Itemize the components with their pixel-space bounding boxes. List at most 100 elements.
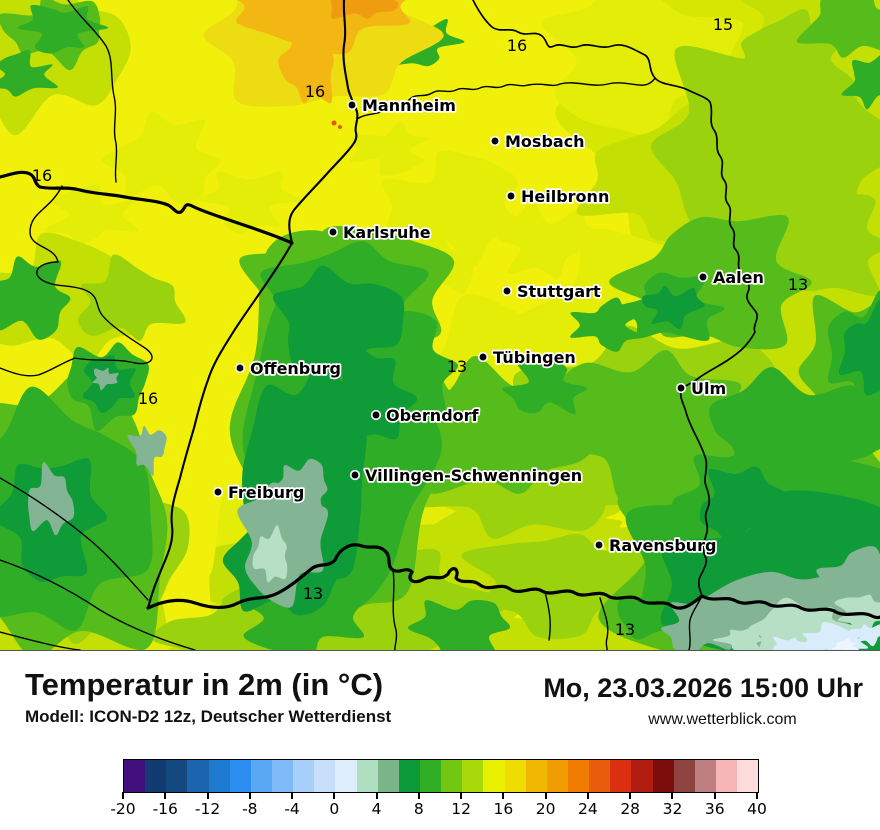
temp-region-paleYG: [381, 150, 524, 267]
temp-region-yellowGreen: [731, 193, 880, 297]
scale-tick-label: 36: [704, 800, 725, 818]
temp-region-darkGreen: [838, 299, 880, 396]
scale-tick: [460, 792, 463, 799]
temp-region-mint: [252, 525, 288, 583]
temp-region-orange: [330, 0, 399, 19]
temp-region-darkGreen: [699, 466, 794, 547]
temp-region-green: [407, 600, 511, 650]
city-marker-offenburg: Offenburg: [234, 357, 343, 379]
city-label: Freiburg: [228, 483, 304, 502]
scale-tick: [544, 792, 547, 799]
border-path: [0, 631, 81, 650]
temp-region-mint: [712, 626, 769, 650]
temp-region-green: [570, 297, 644, 352]
city-marker-oberndorf: Oberndorf: [370, 404, 481, 426]
color-scale-segment: [737, 760, 759, 792]
color-scale-bar: [123, 759, 759, 793]
city-dot: [593, 539, 605, 551]
hot-speck: [331, 120, 337, 126]
temp-region-darkGreen: [322, 347, 418, 443]
border-path: [0, 170, 294, 245]
color-scale-segment: [462, 760, 484, 792]
temperature-value-labels: 16 16 15 16 13 13 16 13 13: [32, 15, 808, 639]
scale-tick: [756, 792, 758, 799]
color-scale-segment: [314, 760, 336, 792]
city-label: Aalen: [713, 268, 764, 287]
scale-tick-label: 24: [578, 800, 598, 818]
color-scale-segment: [250, 760, 272, 792]
region-temp-label: 16: [138, 389, 158, 408]
temp-region-paleYG: [541, 0, 743, 138]
region-temp-label: 16: [305, 82, 325, 101]
city-marker-stuttgart: Stuttgart: [501, 280, 603, 302]
city-dot: [370, 409, 382, 421]
border-path: [356, 77, 656, 120]
city-markers: Mannheim Mosbach Heilbronn Karlsruhe Stuttga…: [212, 94, 766, 556]
city-dot: [697, 271, 709, 283]
color-scale-segment: [504, 760, 526, 792]
city-dot: [505, 190, 517, 202]
hot-speck: [338, 125, 342, 129]
city-dot: [234, 362, 246, 374]
color-scale-segment: [335, 760, 357, 792]
temp-region-paleYG: [44, 184, 139, 244]
scale-tick: [713, 792, 716, 799]
scale-tick-label: 12: [451, 800, 471, 818]
temp-region-green: [502, 361, 588, 415]
city-label: Ulm: [691, 379, 726, 398]
city-marker-ulm: Ulm: [675, 377, 728, 399]
temp-region-paleBlue: [849, 624, 880, 647]
temp-region-paleYG: [349, 121, 430, 176]
temp-region-paleYG: [198, 171, 302, 234]
temp-region-paleYG: [496, 201, 606, 279]
color-scale-segment: [271, 760, 294, 792]
color-scale-segment: [715, 760, 738, 792]
city-dot: [212, 486, 224, 498]
map-footer: Temperatur in 2m (in °C) Modell: ICON-D2…: [0, 650, 880, 830]
border-path: [0, 185, 153, 377]
color-scale-segment: [589, 760, 611, 792]
temp-region-green: [841, 55, 880, 110]
scale-tick-label: -16: [152, 800, 178, 818]
city-marker-aalen: Aalen: [697, 266, 766, 288]
temp-region-white2: [831, 637, 860, 650]
temp-region-green: [17, 4, 109, 54]
scale-tick-label: 4: [371, 800, 382, 818]
temp-region-sage: [127, 425, 167, 476]
border-path: [599, 597, 609, 650]
temp-region-sage: [270, 458, 328, 522]
scale-tick: [333, 792, 336, 799]
temp-region-midGreen: [796, 0, 880, 58]
color-scale-segment: [673, 760, 695, 792]
city-dot: [675, 382, 687, 394]
temp-region-green: [0, 50, 58, 97]
color-scale-segment: [546, 760, 568, 792]
city-dot: [477, 351, 489, 363]
scale-tick: [248, 792, 251, 799]
color-scale-segment: [441, 760, 463, 792]
temp-region-yellowGreen: [722, 9, 855, 100]
city-marker-freiburg: Freiburg: [212, 481, 306, 503]
color-scale-segment: [694, 760, 716, 792]
city-marker-t-bingen: Tübingen: [477, 346, 578, 368]
color-scale-ticks: -20 -16 -12 -8 -4 0 4 8 12 16 20 24 28 32 36 40: [110, 792, 767, 826]
color-scale-segment: [145, 760, 167, 792]
border-path: [67, 0, 118, 183]
region-temp-label: 13: [615, 620, 635, 639]
region-temp-label: 16: [507, 36, 527, 55]
scale-tick: [586, 792, 589, 799]
scale-tick-label: 28: [620, 800, 641, 818]
color-scale-segment: [166, 760, 188, 792]
color-scale-segment: [377, 760, 399, 792]
scale-tick-label: -12: [194, 800, 221, 818]
color-scale-segment: [229, 760, 251, 792]
temp-region-sage: [92, 367, 119, 391]
page-title: Temperatur in 2m (in °C): [25, 667, 384, 702]
color-scale-segment: [567, 760, 590, 792]
city-label: Villingen-Schwenningen: [365, 466, 582, 485]
scale-tick-label: 20: [535, 800, 556, 818]
color-scale-segment: [483, 760, 505, 792]
city-label: Mannheim: [362, 96, 456, 115]
color-scale-segment: [187, 760, 209, 792]
